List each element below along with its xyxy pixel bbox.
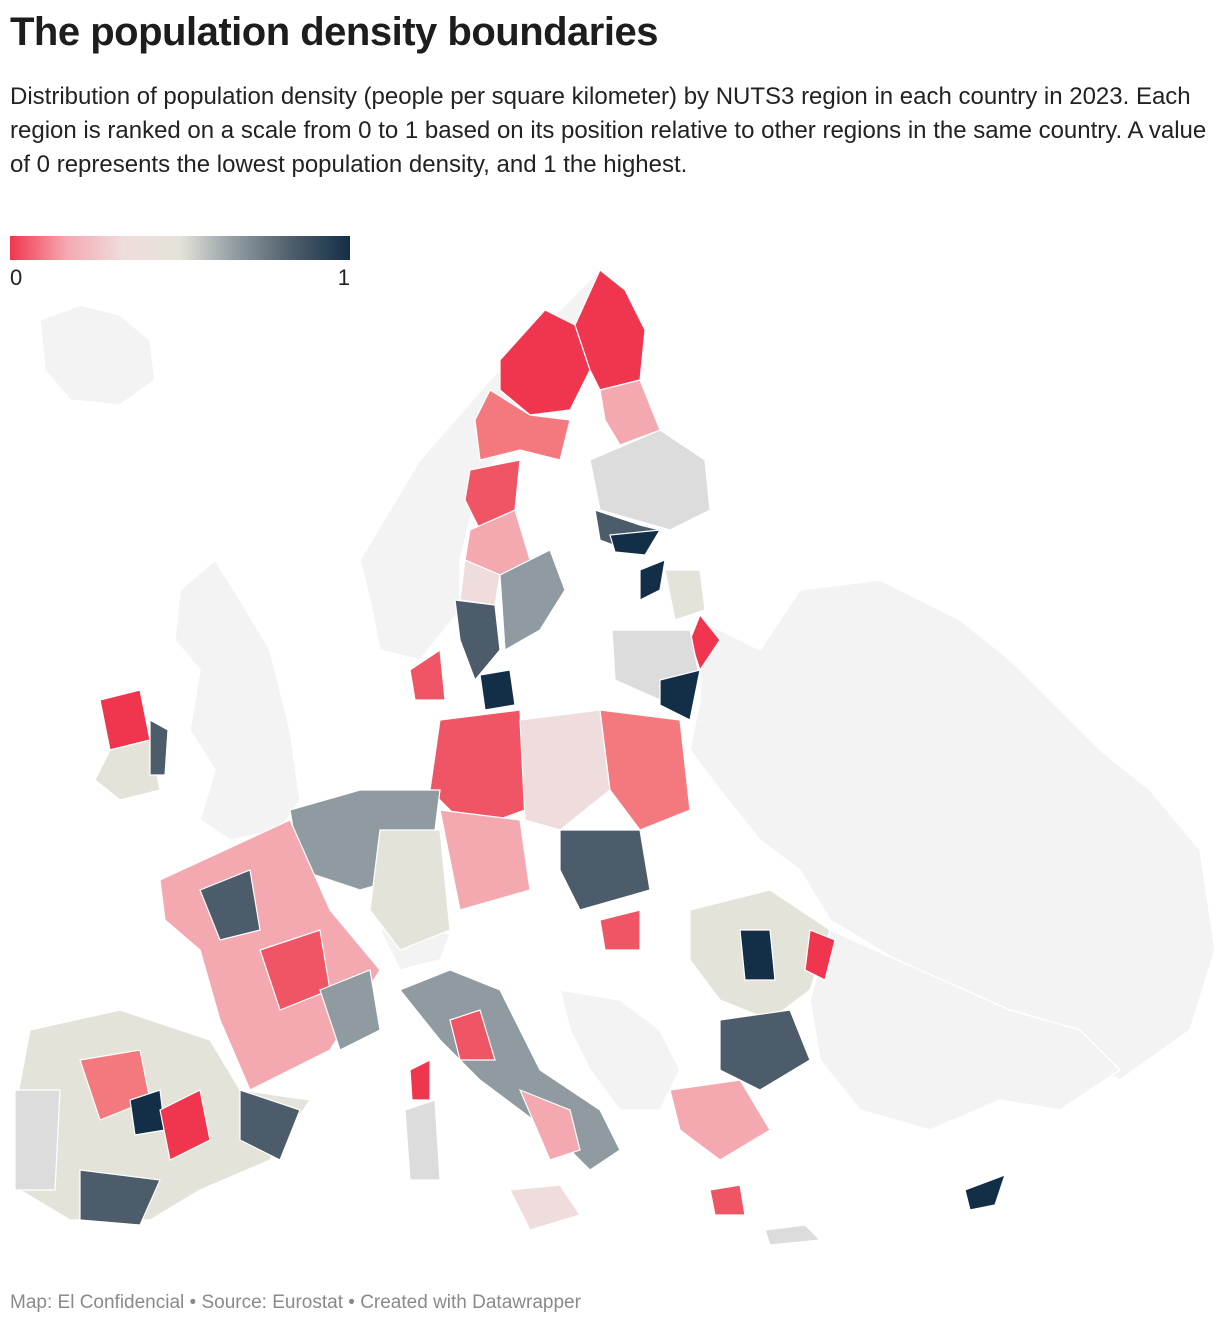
regions (14, 269, 1006, 1246)
title: The population density boundaries (10, 10, 658, 54)
legend-tick-label: 0 (10, 265, 22, 290)
subtitle: Distribution of population density (peop… (10, 83, 1207, 178)
legend-tick-label: 1 (338, 265, 350, 290)
map (14, 268, 1216, 1246)
legend-bar (10, 236, 350, 260)
footer: Map: El Confidencial • Source: Eurostat … (10, 1292, 581, 1313)
